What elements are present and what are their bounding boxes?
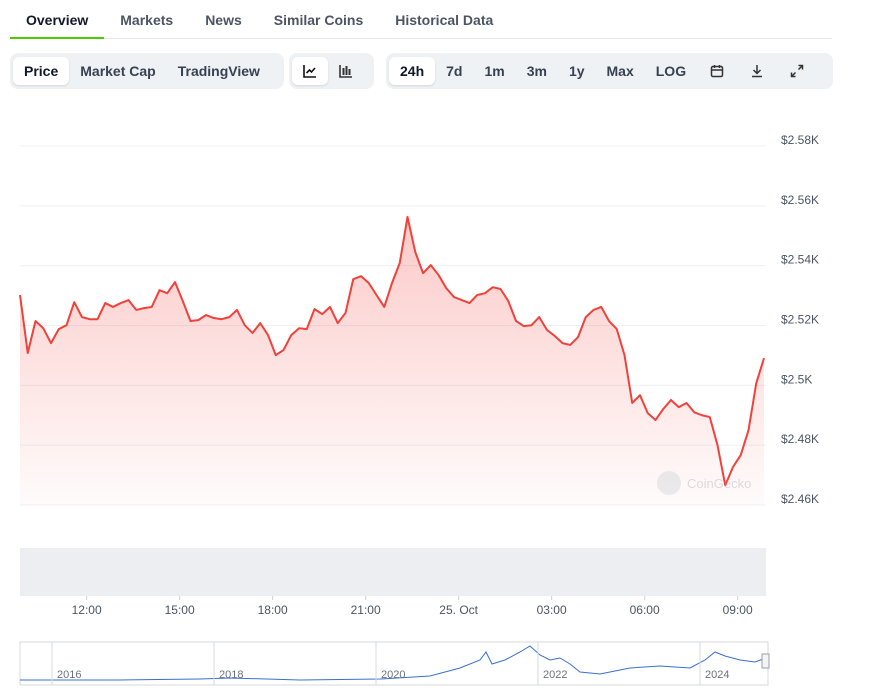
candle-icon — [339, 65, 352, 78]
candle-chart-button[interactable] — [328, 57, 364, 85]
navigator-label: 2018 — [219, 669, 243, 681]
y-tick-label: $2.52K — [781, 313, 819, 327]
x-tick-label: 21:00 — [351, 603, 381, 617]
tab[interactable]: Historical Data — [395, 12, 494, 28]
tab[interactable]: Overview — [10, 0, 105, 39]
price-line — [19, 215, 765, 487]
mode-button[interactable]: TradingView — [177, 63, 260, 79]
tab[interactable]: Similar Coins — [273, 12, 364, 28]
mode-group: Price Market Cap TradingView — [10, 53, 284, 89]
icon — [752, 65, 763, 78]
navigator-label: 2020 — [381, 669, 405, 681]
icon — [710, 65, 724, 78]
x-tick-label: 03:00 — [537, 603, 567, 617]
watermark-text: CoinGecko — [687, 476, 751, 491]
fullscreen-button[interactable] — [777, 57, 817, 85]
tab[interactable]: Markets — [120, 12, 174, 28]
x-tick-label: 25. Oct — [439, 603, 478, 617]
line-chart-button[interactable] — [292, 57, 328, 85]
navigator-handle[interactable] — [761, 653, 770, 669]
download-button[interactable] — [737, 57, 777, 85]
range-button[interactable]: 1y — [568, 63, 585, 79]
x-tick-label: 06:00 — [630, 603, 660, 617]
icon — [790, 64, 804, 78]
watermark: CoinGecko — [657, 471, 751, 495]
range-button[interactable]: 24h — [389, 57, 436, 85]
mode-button[interactable]: Market Cap — [80, 63, 156, 79]
x-tick-label: 18:00 — [258, 603, 288, 617]
y-tick-label: $2.5K — [781, 372, 812, 386]
navigator-label: 2016 — [57, 669, 81, 681]
price-area — [20, 216, 764, 505]
x-tick-label: 09:00 — [723, 603, 753, 617]
range-button[interactable]: LOG — [655, 63, 687, 79]
navigator-label: 2024 — [705, 669, 729, 681]
range-button[interactable]: 3m — [526, 63, 547, 79]
volume-band — [20, 548, 766, 596]
y-tick-label: $2.46K — [781, 492, 819, 506]
range-button[interactable]: 7d — [446, 63, 463, 79]
tab[interactable]: News — [205, 12, 242, 28]
calendar-button[interactable] — [697, 57, 737, 85]
y-tick-label: $2.56K — [781, 193, 819, 207]
chart-kind-group — [289, 53, 374, 89]
tab-bar: Overview Markets News Similar Coins Historic… — [10, 0, 832, 39]
navigator-frame — [19, 641, 769, 686]
range-group: 24h 7d 1m 3m 1y Max LOG — [386, 53, 833, 89]
navigator-label: 2022 — [543, 669, 567, 681]
range-button[interactable]: Max — [606, 63, 634, 79]
y-tick-label: $2.58K — [781, 133, 819, 147]
x-tick-label: 12:00 — [72, 603, 102, 617]
navigator-line — [20, 645, 767, 681]
y-tick-label: $2.54K — [781, 253, 819, 267]
mode-button[interactable]: Price — [13, 57, 70, 85]
x-tick-label: 15:00 — [165, 603, 195, 617]
range-button[interactable]: 1m — [484, 63, 505, 79]
y-tick-label: $2.48K — [781, 432, 819, 446]
line-icon — [303, 65, 316, 78]
